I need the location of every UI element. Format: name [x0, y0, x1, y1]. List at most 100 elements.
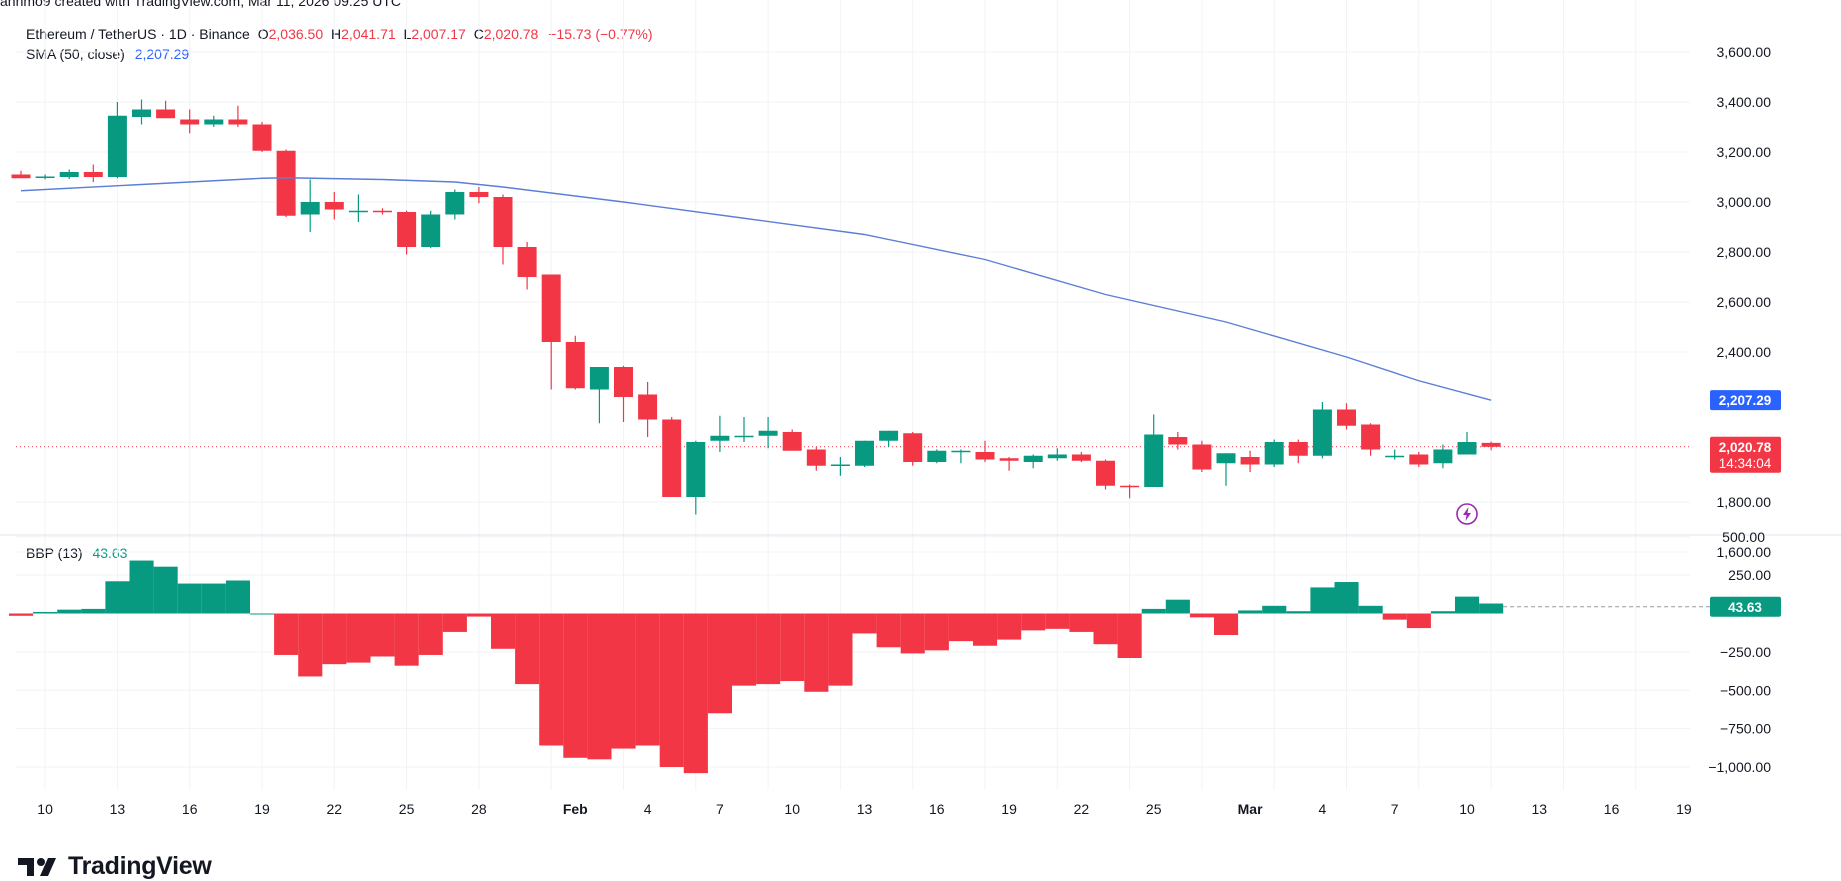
bbp-bar [1262, 605, 1287, 614]
bbp-bar [659, 613, 684, 767]
time-axis-label: 13 [110, 801, 126, 817]
bbp-bar [1286, 611, 1311, 614]
bbp-bar [442, 613, 467, 632]
bbp-axis-label: −1,000.00 [1708, 759, 1771, 775]
candle-body [855, 440, 874, 466]
candle-body [999, 458, 1019, 461]
bbp-bar [1310, 587, 1335, 614]
candle-body [1240, 457, 1260, 465]
candle-body [421, 214, 441, 247]
candle-body [879, 430, 899, 441]
candle-body [614, 367, 633, 397]
high-value: 2,041.71 [341, 26, 396, 42]
candle-body [541, 274, 561, 342]
price-axis-label: 2,800.00 [1717, 244, 1772, 260]
open-value: 2,036.50 [268, 26, 324, 42]
bbp-bar [418, 613, 443, 655]
bbp-value: 43.63 [92, 545, 128, 561]
change-value: −15.73 (−0.77%) [548, 26, 653, 42]
bbp-bar [948, 613, 973, 642]
candle-body [830, 464, 850, 466]
bbp-bar [250, 613, 275, 615]
bbp-bar [973, 613, 998, 646]
bbp-bar [491, 613, 516, 649]
bbp-bar [876, 613, 901, 648]
candle-body [758, 430, 778, 436]
bbp-bar [997, 613, 1022, 640]
candle-body [107, 115, 127, 177]
candle-body [132, 109, 151, 117]
bbp-value-badge-text: 43.63 [1728, 600, 1762, 615]
candle-body [1288, 442, 1308, 456]
candle-body [156, 109, 176, 119]
candle-body [300, 202, 320, 215]
candle-body [252, 124, 272, 151]
candle-body [951, 450, 971, 453]
candle-body [1385, 455, 1405, 458]
price-axis-label: 3,200.00 [1717, 144, 1772, 160]
bbp-bar [1479, 603, 1504, 614]
candle-body [373, 210, 392, 213]
candle-body [806, 449, 826, 466]
candle-body [445, 192, 465, 215]
candle-body [1361, 424, 1381, 450]
price-axis-label: 2,400.00 [1717, 344, 1772, 360]
bbp-bar [1238, 610, 1263, 614]
candle-body [1120, 485, 1140, 488]
time-axis-label: 25 [399, 801, 415, 817]
lightning-bolt-icon[interactable] [1455, 502, 1479, 526]
price-axis-label: 3,600.00 [1717, 44, 1772, 60]
bbp-bar [105, 581, 130, 614]
candle-body [686, 442, 706, 497]
bbp-bar [1214, 613, 1239, 635]
candle-body [710, 435, 730, 441]
bbp-bar [683, 613, 708, 774]
last-price-badge-text: 2,020.78 [1719, 440, 1772, 455]
bbp-axis-label: 250.00 [1728, 567, 1771, 583]
candle-body [1481, 442, 1501, 447]
bbp-axis-label: −500.00 [1720, 682, 1771, 698]
sma-label: SMA (50, close) [26, 46, 125, 62]
candle-body [59, 172, 79, 177]
bar-countdown-text: 14:34:04 [1719, 456, 1772, 471]
time-axis-label: 7 [716, 801, 724, 817]
sma-legend[interactable]: SMA (50, close) 2,207.29 [26, 46, 189, 62]
bbp-legend[interactable]: BBP (13) 43.63 [26, 545, 127, 561]
candle-body [1312, 409, 1332, 456]
bbp-axis-label: −750.00 [1720, 721, 1771, 737]
time-axis-label: 22 [1074, 801, 1090, 817]
bbp-bar [1165, 599, 1190, 614]
candle-body [1337, 409, 1356, 426]
candle-body [1168, 437, 1188, 445]
bbp-label: BBP (13) [26, 545, 83, 561]
tradingview-branding[interactable]: TradingView [18, 852, 212, 881]
bbp-bar [1141, 608, 1166, 614]
candle-body [1023, 455, 1043, 462]
sma-line [20, 177, 1492, 401]
creator-note: ahhmo9 created with TradingView.com, Mar… [0, 0, 402, 9]
bbp-bar [732, 613, 757, 686]
bbp-bar [1069, 613, 1094, 632]
time-axis-label: 4 [1319, 801, 1327, 817]
bbp-bar [611, 613, 636, 749]
symbol-label[interactable]: Ethereum / TetherUS · 1D · Binance [26, 26, 250, 42]
bbp-bar [1455, 596, 1480, 614]
low-label: L [403, 26, 412, 42]
tradingview-logo-icon [18, 857, 56, 876]
bbp-bar [1045, 613, 1070, 629]
candle-body [1264, 442, 1284, 465]
candle-body [1216, 453, 1236, 464]
bbp-bar [370, 613, 395, 657]
bbp-bar [57, 609, 82, 614]
bbp-bar [707, 613, 732, 714]
bbp-bar [225, 580, 250, 614]
candle-body [734, 435, 754, 438]
time-axis-label: 13 [1532, 801, 1548, 817]
high-label: H [331, 26, 342, 42]
sma-value: 2,207.29 [134, 46, 190, 62]
time-axis-label: 22 [327, 801, 343, 817]
close-value: 2,020.78 [483, 26, 539, 42]
candle-body [204, 119, 224, 125]
price-axis-label: 3,000.00 [1717, 194, 1772, 210]
